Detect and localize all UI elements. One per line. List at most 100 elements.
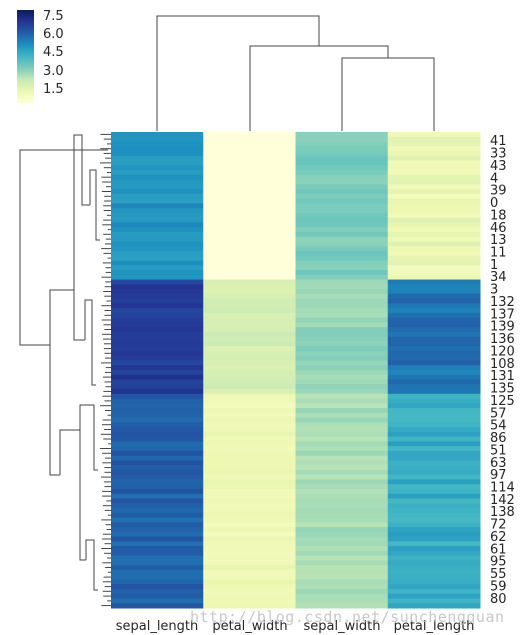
heatmap-cell — [111, 403, 204, 409]
heatmap-cell — [111, 170, 204, 176]
heatmap-cell — [387, 412, 481, 419]
heatmap-cell — [295, 493, 389, 500]
heatmap-cell — [387, 431, 481, 438]
heatmap-cell — [111, 588, 204, 595]
colorbar-gradient — [17, 10, 34, 103]
heatmap-cell — [203, 408, 296, 414]
heatmap-cell — [111, 517, 204, 523]
heatmap-cell — [387, 260, 481, 266]
heatmap-cell — [111, 341, 204, 347]
heatmap-cell — [111, 398, 204, 404]
heatmap-cell — [295, 251, 389, 257]
heatmap-cell — [295, 489, 389, 495]
heatmap-cell — [111, 565, 204, 571]
row-tick-label: 55 — [490, 567, 507, 582]
heatmap-cell — [387, 598, 481, 604]
heatmap-cell — [111, 450, 204, 457]
heatmap-cell — [111, 379, 204, 385]
heatmap-cell — [387, 170, 481, 176]
heatmap-cell — [387, 427, 481, 433]
heatmap-cell — [203, 293, 296, 300]
heatmap-cell — [111, 222, 204, 228]
heatmap-cell — [203, 365, 296, 371]
heatmap-cell — [203, 517, 296, 523]
heatmap-cell — [111, 417, 204, 423]
heatmap-cell — [111, 322, 204, 328]
row-dendrogram — [19, 133, 111, 607]
heatmap-cell — [111, 493, 204, 500]
heatmap-cell — [111, 427, 204, 433]
heatmap-cell — [203, 370, 296, 376]
heatmap-cell — [203, 389, 296, 395]
heatmap-cell — [387, 327, 481, 333]
heatmap-cell — [111, 393, 204, 400]
heatmap-cell — [203, 132, 296, 138]
heatmap-cell — [203, 336, 296, 342]
heatmap-cell — [111, 408, 204, 414]
row-tick-label: 80 — [490, 592, 507, 607]
heatmap-cell — [387, 308, 481, 314]
row-tick-label: 72 — [490, 518, 507, 533]
heatmap-cell — [387, 284, 481, 290]
heatmap-cell — [387, 222, 481, 228]
heatmap-cell — [111, 569, 204, 576]
heatmap-cell — [387, 417, 481, 423]
heatmap-cell — [111, 298, 204, 304]
row-dendrogram-link — [19, 149, 108, 346]
heatmap-cell — [203, 322, 296, 328]
heatmap-cell — [387, 336, 481, 342]
heatmap-cell — [295, 317, 389, 323]
heatmap-cell — [387, 251, 481, 257]
heatmap-cell — [203, 160, 296, 166]
heatmap-cell — [203, 489, 296, 495]
heatmap-cell — [295, 360, 389, 366]
heatmap-cell — [387, 474, 481, 480]
heatmap-cell — [295, 455, 389, 461]
heatmap-cell — [387, 603, 481, 609]
row-dendrogram-link — [84, 299, 96, 386]
heatmap-cell — [387, 441, 481, 447]
heatmap-cell — [111, 498, 204, 504]
heatmap-cell — [387, 408, 481, 414]
heatmap-cell — [203, 236, 296, 242]
heatmap-cell — [387, 160, 481, 166]
heatmap-cell — [295, 312, 389, 319]
heatmap-cell — [111, 241, 204, 247]
heatmap-cell — [295, 450, 389, 457]
colorbar-tick-label: 7.5 — [43, 9, 64, 24]
heatmap-cell — [295, 412, 389, 419]
heatmap-cell — [387, 550, 481, 557]
heatmap-cell — [111, 274, 204, 281]
heatmap-cell — [387, 203, 481, 209]
watermark: http://blog.csdn.net/sunchengquan — [190, 608, 505, 626]
heatmap-cell — [111, 155, 204, 162]
heatmap-cell — [203, 598, 296, 604]
heatmap-cell — [203, 460, 296, 466]
heatmap-cell — [387, 588, 481, 595]
heatmap-cell — [203, 222, 296, 228]
heatmap-cell — [203, 508, 296, 514]
heatmap-cell — [295, 217, 389, 223]
row-tick-label: 33 — [490, 147, 507, 162]
heatmap-cell — [203, 522, 296, 528]
heatmap-cell — [295, 151, 389, 157]
heatmap-cell — [387, 312, 481, 319]
heatmap-cell — [111, 593, 204, 599]
heatmap-cell — [111, 146, 204, 152]
heatmap-cell — [295, 246, 389, 252]
column-tick-label: petal_width — [212, 619, 287, 634]
heatmap-cell — [387, 489, 481, 495]
heatmap-cell — [111, 327, 204, 333]
heatmap-cell — [111, 312, 204, 319]
heatmap-cell — [295, 279, 389, 285]
heatmap-cell — [387, 446, 481, 452]
heatmap-cell — [387, 579, 481, 585]
heatmap-cell — [387, 293, 481, 300]
heatmap-cell — [295, 417, 389, 423]
heatmap-cell — [203, 289, 296, 295]
row-tick-label: 51 — [490, 443, 507, 458]
heatmap-cell — [295, 184, 389, 190]
heatmap-cell — [387, 389, 481, 395]
heatmap-cell — [387, 184, 481, 190]
heatmap-cell — [111, 141, 204, 147]
